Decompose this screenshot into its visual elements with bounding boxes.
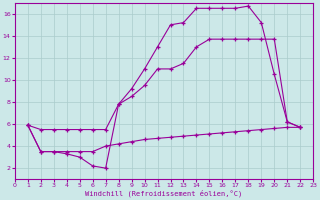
X-axis label: Windchill (Refroidissement éolien,°C): Windchill (Refroidissement éolien,°C) <box>85 190 243 197</box>
